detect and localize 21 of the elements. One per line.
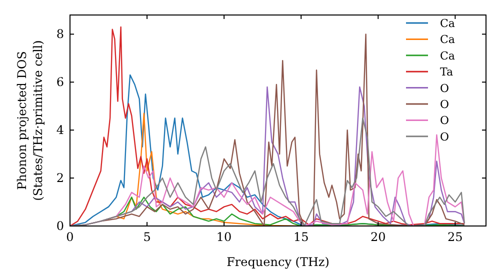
x-tick-label: 25 bbox=[448, 230, 463, 244]
y-tick-label: 0 bbox=[56, 219, 64, 233]
x-axis-title: Frequency (THz) bbox=[226, 255, 330, 269]
legend-label: Ta bbox=[440, 66, 454, 79]
x-tick-label: 20 bbox=[370, 230, 386, 244]
x-tick-label: 15 bbox=[293, 230, 309, 244]
y-tick-label: 4 bbox=[56, 123, 64, 138]
legend-label: Ca bbox=[440, 33, 456, 46]
x-tick-label: 10 bbox=[216, 230, 232, 244]
y-tick-label: 8 bbox=[56, 27, 64, 42]
y-axis-title: Phonon projected DOS (States/THz·primitive cell) bbox=[15, 40, 45, 201]
legend-label: O bbox=[440, 114, 450, 128]
legend-label: O bbox=[440, 82, 450, 95]
y-tick-label: 2 bbox=[56, 171, 64, 186]
legend-label: O bbox=[440, 98, 450, 111]
legend-label: Ca bbox=[440, 49, 456, 62]
legend-label: O bbox=[440, 130, 450, 144]
y-tick-label: 6 bbox=[56, 75, 64, 90]
x-tick-label: 5 bbox=[143, 230, 151, 244]
x-tick-label: 0 bbox=[66, 230, 74, 244]
legend-label: Ca bbox=[440, 17, 456, 30]
